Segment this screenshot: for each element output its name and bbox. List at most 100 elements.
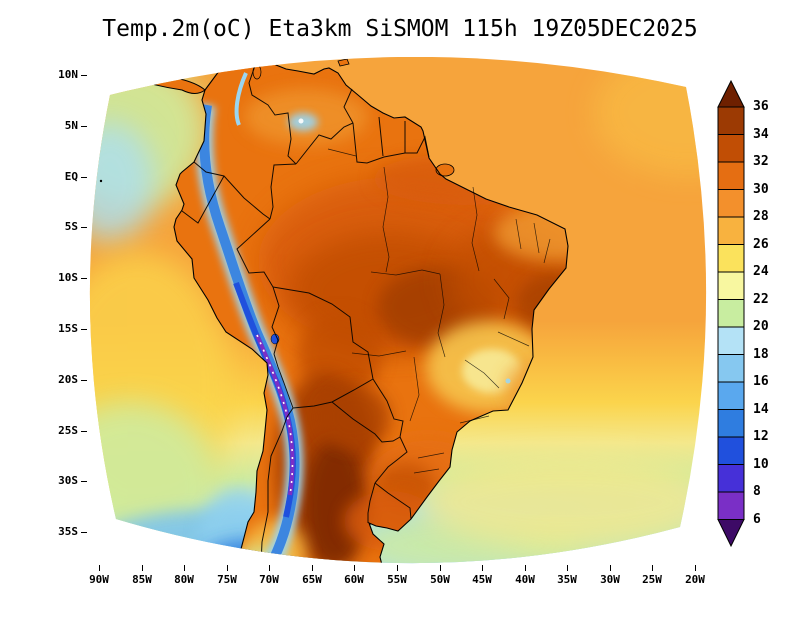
map-area: [88, 56, 708, 565]
x-tick-mark: [397, 565, 398, 571]
y-tick-mark: [81, 75, 87, 76]
state-border: [437, 273, 446, 358]
colorbar-segment: [717, 189, 745, 218]
colorbar-label: 24: [753, 264, 769, 279]
colorbar-segment: [717, 381, 745, 410]
y-tick-label: 15S: [58, 322, 78, 335]
marajo-island: [435, 163, 455, 177]
y-tick-label: 20S: [58, 373, 78, 386]
colorbar-label: 18: [753, 347, 769, 362]
state-border: [417, 452, 445, 459]
colorbar-label: 26: [753, 237, 769, 252]
x-tick-mark: [440, 565, 441, 571]
model-domain: [89, 56, 707, 564]
x-tick-mark: [354, 565, 355, 571]
x-tick-label: 65W: [302, 573, 322, 586]
ocean-temp-patch: [89, 122, 155, 242]
border-venezuela-brazil: [295, 122, 354, 165]
colorbar-label: 28: [753, 209, 769, 224]
country-borders: [181, 56, 430, 564]
colorbar-label: 6: [753, 512, 761, 527]
x-tick-mark: [610, 565, 611, 571]
x-tick-mark: [99, 565, 100, 571]
y-tick-mark: [81, 126, 87, 127]
state-border: [351, 350, 407, 357]
x-tick-mark: [227, 565, 228, 571]
x-tick-label: 45W: [472, 573, 492, 586]
state-border: [471, 186, 480, 272]
y-tick-mark: [81, 431, 87, 432]
border-guyana-suriname: [378, 116, 384, 157]
galapagos-island: [92, 175, 96, 179]
border-brazil-uruguay: [374, 482, 412, 520]
state-border: [493, 278, 510, 320]
border-venezuela-guyana: [343, 88, 354, 124]
x-tick-label: 90W: [89, 573, 109, 586]
colorbar-segment: [717, 299, 745, 328]
colorbar-label: 22: [753, 292, 769, 307]
x-tick-label: 50W: [430, 573, 450, 586]
state-border: [409, 356, 420, 422]
x-tick-mark: [525, 565, 526, 571]
y-tick-label: 35S: [58, 525, 78, 538]
colorbar-segment-above-max: [717, 80, 745, 108]
y-tick-mark: [81, 177, 87, 178]
colorbar-label: 8: [753, 484, 761, 499]
colorbar-label: 34: [753, 127, 769, 142]
y-tick-mark: [81, 481, 87, 482]
colorbar-label: 36: [753, 99, 769, 114]
border-brazil-paraguay: [372, 378, 404, 438]
colorbar-segment: [717, 106, 745, 135]
colorbar: [717, 80, 745, 548]
colorbar-label: 16: [753, 374, 769, 389]
colorbar-segment: [717, 436, 745, 465]
x-tick-mark: [184, 565, 185, 571]
y-tick-label: 10S: [58, 271, 78, 284]
y-tick-label: 5N: [64, 119, 78, 132]
cool-speck: [505, 378, 511, 384]
border-chile-argentina: [260, 353, 294, 564]
andes-colombia-branch: [234, 72, 248, 126]
temperature-field-map: [89, 56, 707, 564]
state-border: [497, 331, 530, 347]
y-tick-mark: [81, 532, 87, 533]
colorbar-segment: [717, 326, 745, 355]
border-peru-brazil: [236, 218, 274, 288]
page-title: Temp.2m(oC) Eta3km SiSMOM 115h 19Z05DEC2…: [102, 16, 698, 42]
colorbar-label: 10: [753, 457, 769, 472]
y-tick-mark: [81, 329, 87, 330]
y-tick-label: 25S: [58, 424, 78, 437]
andes-snow-speckle: [256, 334, 294, 496]
colorbar-label: 30: [753, 182, 769, 197]
colorbar-label: 20: [753, 319, 769, 334]
x-tick-label: 85W: [132, 573, 152, 586]
y-tick-label: EQ: [64, 170, 78, 183]
ocean-temp-patch: [593, 56, 707, 177]
x-tick-label: 55W: [387, 573, 407, 586]
land-temp-patch: [494, 205, 568, 261]
x-tick-mark: [652, 565, 653, 571]
galapagos-island: [99, 179, 103, 183]
y-tick-mark: [81, 278, 87, 279]
y-tick-mark: [81, 380, 87, 381]
colorbar-segment: [717, 491, 745, 520]
border-peru-bolivia: [271, 286, 280, 355]
border-guianas-brazil: [352, 122, 430, 164]
x-tick-mark: [269, 565, 270, 571]
ocean-temp-patch: [418, 457, 707, 547]
state-border: [515, 218, 522, 250]
colorbar-segment: [717, 134, 745, 163]
colorbar-segment: [717, 354, 745, 383]
y-tick-label: 5S: [64, 220, 78, 233]
andes-cold-band: [195, 72, 303, 564]
state-borders: [327, 148, 551, 474]
colorbar-segment: [717, 271, 745, 300]
x-tick-label: 40W: [515, 573, 535, 586]
y-tick-label: 30S: [58, 474, 78, 487]
colorbar-label: 12: [753, 429, 769, 444]
x-tick-mark: [695, 565, 696, 571]
x-tick-mark: [482, 565, 483, 571]
border-brazil-argentina: [374, 436, 408, 484]
colorbar-segment: [717, 409, 745, 438]
